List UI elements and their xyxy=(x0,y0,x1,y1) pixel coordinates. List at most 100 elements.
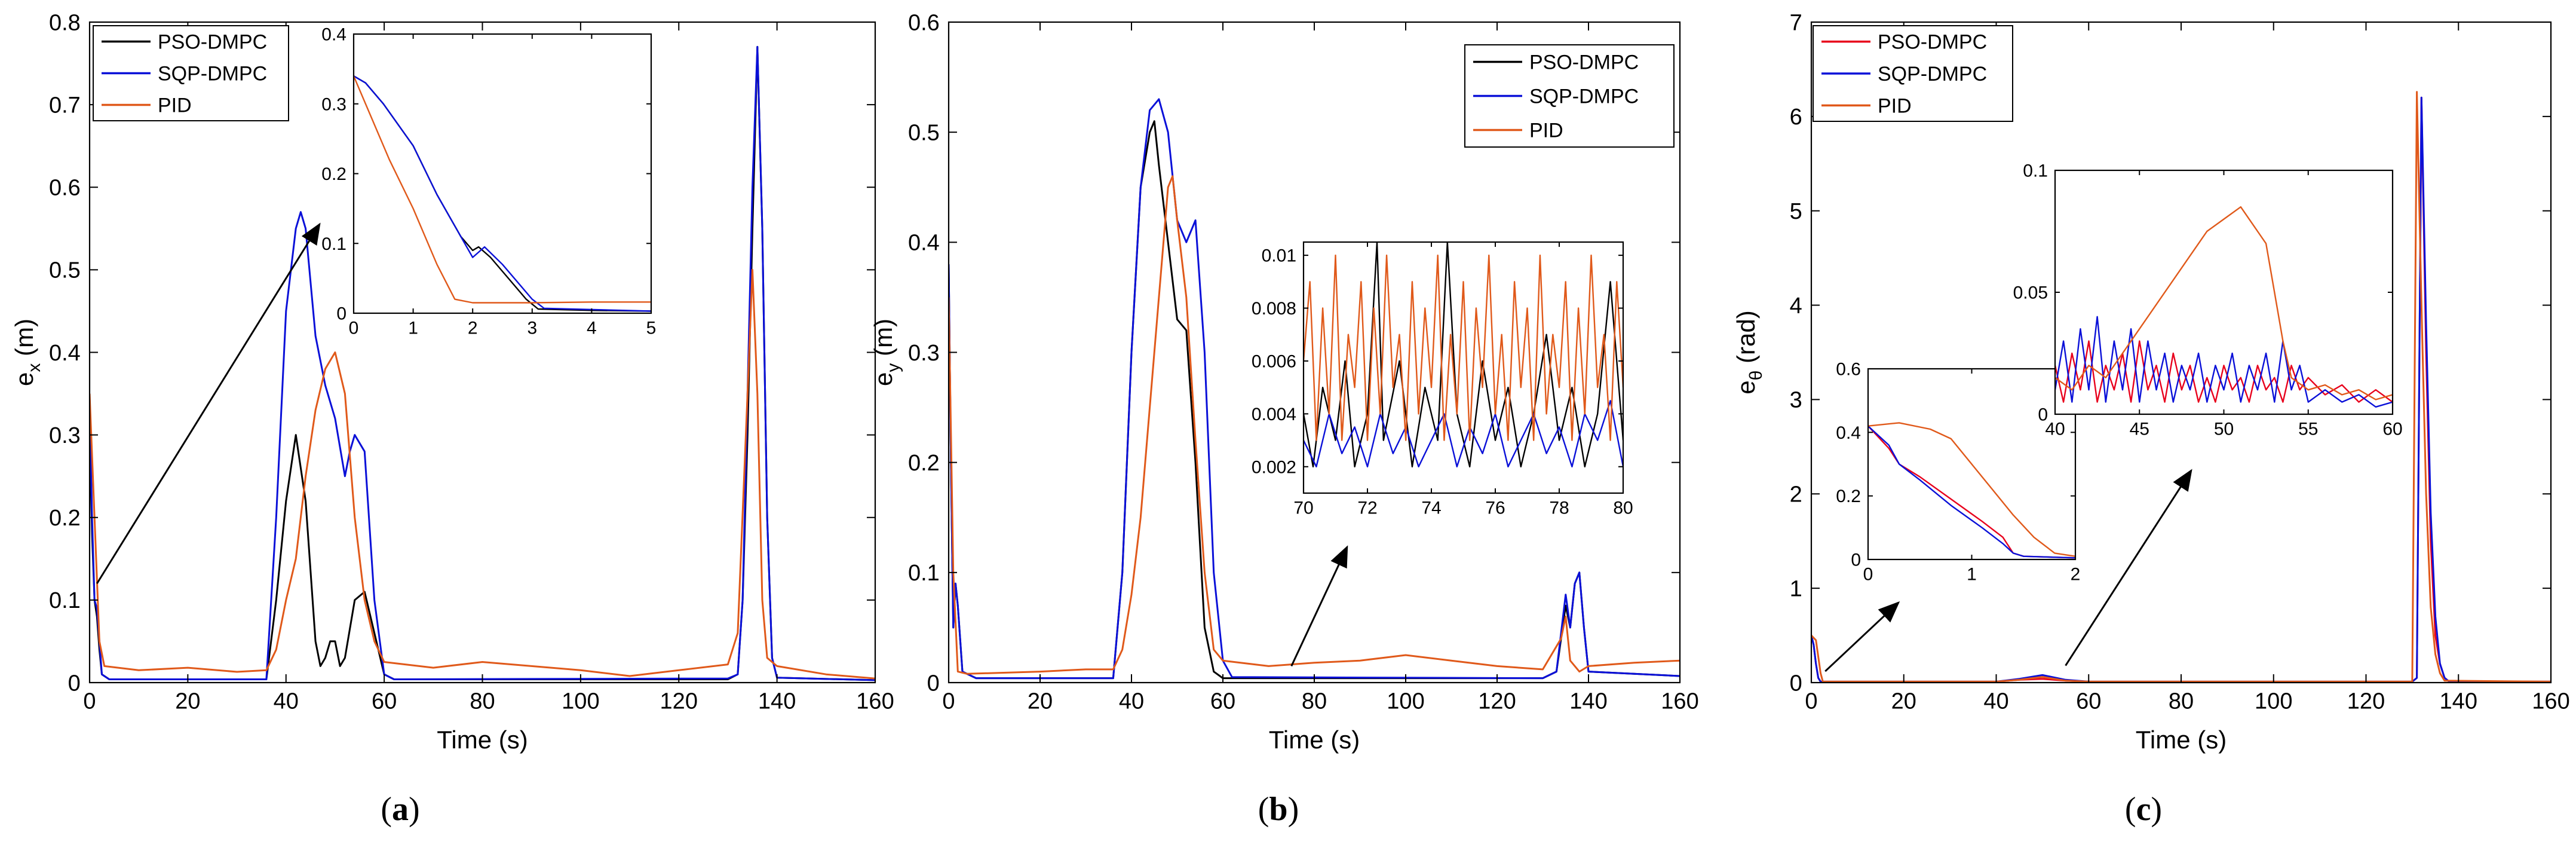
x-axis-label: Time (s) xyxy=(2136,726,2227,754)
legend: PSO-DMPC SQP-DMPC PID xyxy=(93,25,289,121)
inset-background xyxy=(354,34,651,313)
inset-series-line-sqp-dmpc xyxy=(2055,316,2393,408)
y-tick-label: 2 xyxy=(1790,482,1802,507)
legend: PSO-DMPC SQP-DMPC PID xyxy=(1464,44,1675,148)
y-tick-label: 0.008 xyxy=(1252,299,1296,319)
x-tick-label: 160 xyxy=(2532,689,2569,714)
x-axis-label: Time (s) xyxy=(1269,726,1360,754)
x-tick-label: 1 xyxy=(408,319,418,338)
inset-series-line-pid xyxy=(354,75,651,304)
inset-plot: 0 1 2 0 0.2 0.4 0.6 xyxy=(1836,360,2080,585)
x-tick-label: 45 xyxy=(2130,420,2149,439)
series-line-pid xyxy=(1811,91,2551,683)
y-tick-label: 0.05 xyxy=(2013,283,2048,303)
y-tick-label: 0.4 xyxy=(321,25,346,45)
y-tick-label: 0.1 xyxy=(908,561,940,586)
inset-plot: 0 1 2 3 4 5 0 0.1 0.2 0.3 0.4 xyxy=(321,25,656,338)
y-tick-label: 0.1 xyxy=(321,234,346,254)
inset-series-line-sqp-dmpc xyxy=(1868,425,2075,559)
x-tick-label: 72 xyxy=(1357,499,1377,518)
x-tick-label: 0 xyxy=(83,689,96,714)
panel-label-letter: a xyxy=(392,791,409,828)
y-tick-label: 6 xyxy=(1790,105,1802,130)
y-tick-label: 0.4 xyxy=(1836,423,1861,443)
panel-label-letter: c xyxy=(2136,791,2151,828)
x-tick-label: 80 xyxy=(1302,689,1327,714)
y-tick-label: 0.3 xyxy=(321,94,346,114)
inset-series-line-sqp-dmpc xyxy=(354,75,651,312)
series-line-pid xyxy=(90,268,875,680)
legend-label: SQP-DMPC xyxy=(1878,63,1987,85)
inset-series-group xyxy=(1304,242,1623,467)
x-tick-label: 1 xyxy=(1967,565,1977,585)
series-line-pid xyxy=(949,175,1680,675)
x-tick-label: 80 xyxy=(2169,689,2194,714)
series-group xyxy=(90,45,875,681)
zoom-arrow xyxy=(2065,469,2192,666)
inset-plot: 40 45 50 55 60 0 0.05 0.1 xyxy=(2013,161,2403,439)
legend-label: PID xyxy=(158,94,192,117)
series-line-sqp-dmpc xyxy=(949,98,1680,680)
panel-label: (a) xyxy=(381,791,419,828)
y-tick-label: 0.1 xyxy=(2023,161,2048,181)
x-tick-label: 140 xyxy=(758,689,796,714)
y-axis-label-sub: θ xyxy=(1746,371,1766,381)
x-tick-label: 140 xyxy=(1569,689,1607,714)
x-tick-label: 70 xyxy=(1293,499,1313,518)
inset-plot: 70 72 74 76 78 80 0.002 0.004 0.006 0.008 0.01 xyxy=(1252,241,1633,518)
y-axis-label: eθ (rad) xyxy=(1732,310,1766,394)
y-tick-label: 0.006 xyxy=(1252,351,1296,371)
inset-series-line-sqp-dmpc xyxy=(1304,400,1623,467)
x-tick-label: 140 xyxy=(2440,689,2477,714)
x-tick-label: 40 xyxy=(1119,689,1144,714)
y-axis-label-unit: (m) xyxy=(10,319,38,363)
y-tick-label: 0 xyxy=(927,671,940,696)
inset-series-group xyxy=(2055,206,2393,408)
x-tick-label: 50 xyxy=(2214,420,2234,439)
inset-background xyxy=(2055,170,2393,414)
y-tick-label: 0.6 xyxy=(49,176,81,201)
panel-label-close: ) xyxy=(409,791,420,828)
series-group xyxy=(1811,91,2551,683)
y-tick-label: 0.004 xyxy=(1252,405,1296,424)
x-tick-label: 160 xyxy=(856,689,894,714)
x-tick-label: 20 xyxy=(175,689,200,714)
inset-series-group xyxy=(354,75,651,312)
panel-label-open: ( xyxy=(2125,791,2136,828)
x-tick-label: 120 xyxy=(2347,689,2385,714)
y-tick-label: 0.8 xyxy=(49,10,81,35)
x-tick-label: 120 xyxy=(660,689,698,714)
x-tick-label: 60 xyxy=(2382,420,2402,439)
y-tick-label: 0.5 xyxy=(49,258,81,283)
x-tick-label: 60 xyxy=(2076,689,2101,714)
y-tick-label: 0.5 xyxy=(908,120,940,145)
y-axis-label-sub: x xyxy=(24,363,44,372)
x-tick-label: 60 xyxy=(1210,689,1235,714)
x-tick-label: 80 xyxy=(470,689,495,714)
panel-label-open: ( xyxy=(381,791,392,828)
inset-frame xyxy=(1302,241,1624,494)
y-tick-label: 0.6 xyxy=(908,10,940,35)
chart-panel-b: 0 20 40 60 80 100 120 140 160 0 0.1 0.2 0.3 0.4 0.5 0.6… xyxy=(869,10,1699,828)
x-tick-label: 78 xyxy=(1549,499,1569,518)
x-tick-label: 55 xyxy=(2298,420,2318,439)
series-group xyxy=(949,98,1680,680)
zoom-arrow xyxy=(96,222,321,585)
x-tick-label: 2 xyxy=(468,319,478,338)
x-tick-label: 2 xyxy=(2071,565,2081,585)
x-tick-label: 0 xyxy=(1805,689,1817,714)
y-axis-label-main: e xyxy=(869,372,897,386)
x-tick-label: 120 xyxy=(1478,689,1516,714)
panel-label: (c) xyxy=(2125,791,2162,828)
x-tick-label: 100 xyxy=(562,689,599,714)
series-line-sqp-dmpc xyxy=(90,45,875,681)
panel-label-open: ( xyxy=(1258,791,1269,828)
y-tick-label: 0 xyxy=(2038,405,2048,425)
y-tick-label: 0.2 xyxy=(1836,487,1861,506)
x-tick-label: 76 xyxy=(1485,499,1505,518)
x-tick-label: 60 xyxy=(372,689,397,714)
inset-series-line-pso-dmpc xyxy=(1304,242,1623,467)
legend-label: SQP-DMPC xyxy=(158,63,267,85)
